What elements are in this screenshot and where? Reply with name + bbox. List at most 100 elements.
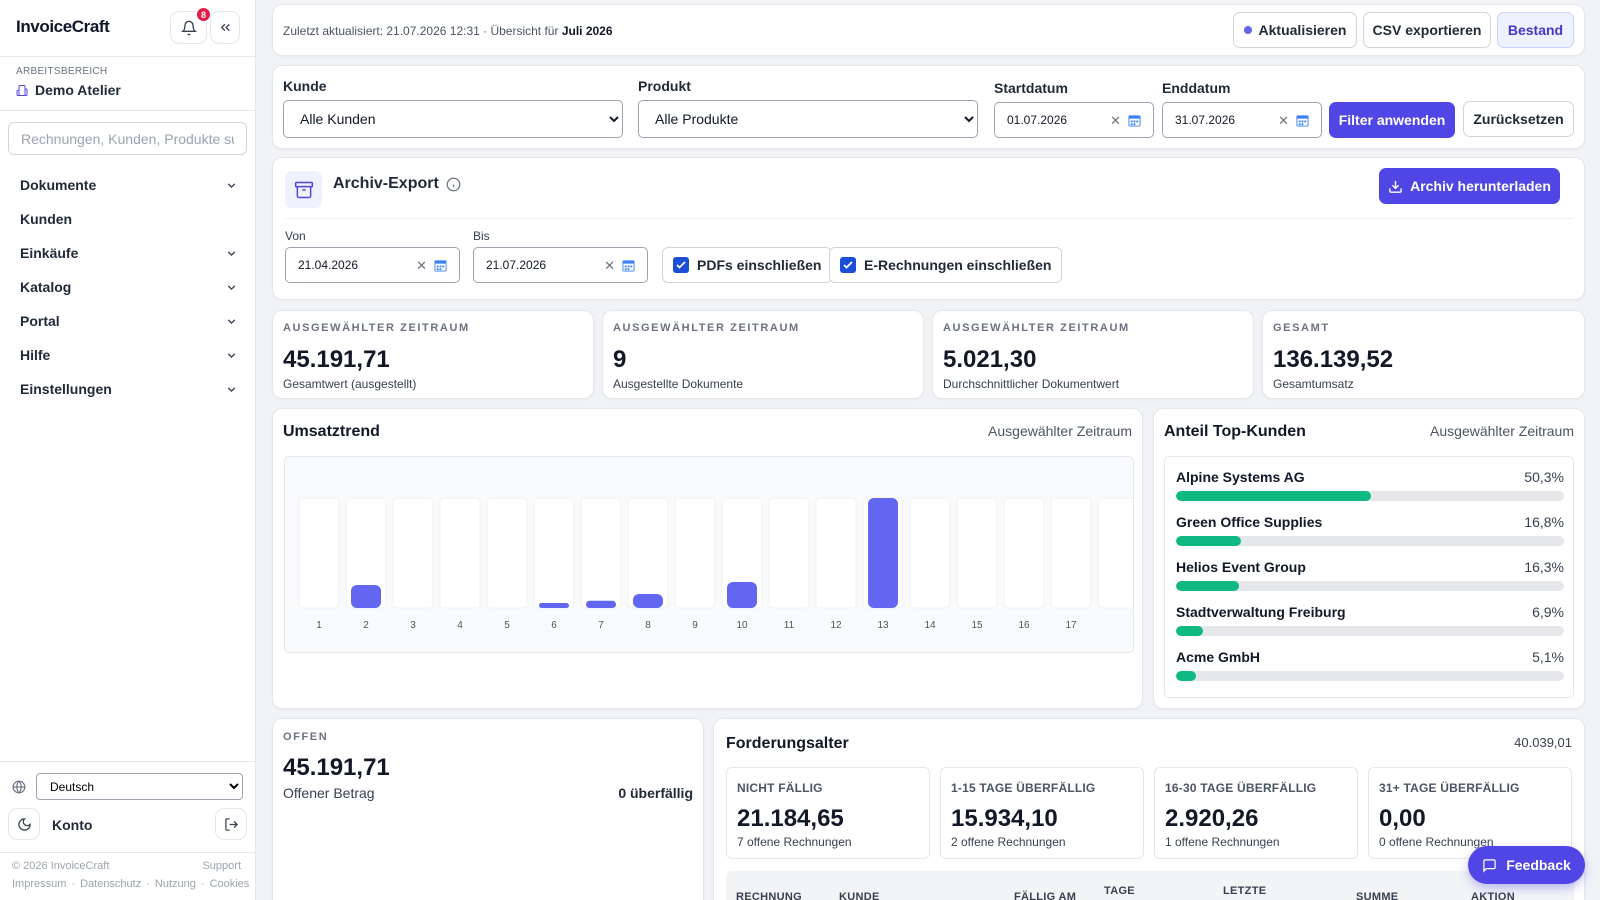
kpi-card-issued-docs: AUSGEWÄHLTER ZEITRAUM 9 Ausgestellte Dok…: [602, 310, 924, 399]
nav-item-einstellungen[interactable]: Einstellungen: [20, 372, 238, 406]
archive-from-date-input[interactable]: 21.04.2026 ✕: [285, 247, 460, 283]
clear-icon[interactable]: ✕: [604, 258, 615, 273]
x-tick-label: 13: [877, 620, 889, 631]
aging-tile-1-15: 1-15 TAGE ÜBERFÄLLIG 15.934,10 2 offene …: [940, 767, 1144, 859]
column-header-last[interactable]: LETZTE: [1223, 885, 1267, 897]
nav-item-katalog[interactable]: Katalog: [20, 270, 238, 304]
calendar-icon[interactable]: [1296, 114, 1309, 127]
kpi-card-total-issued: AUSGEWÄHLTER ZEITRAUM 45.191,71 Gesamtwe…: [272, 310, 594, 399]
export-csv-button[interactable]: CSV exportieren: [1363, 12, 1491, 48]
share-bar-track: [1176, 491, 1564, 501]
support-link[interactable]: Support: [202, 860, 241, 872]
calendar-icon[interactable]: [434, 259, 447, 272]
terms-link[interactable]: Nutzung: [154, 878, 196, 890]
calendar-icon[interactable]: [1128, 114, 1141, 127]
aging-tile-label: 31+ TAGE ÜBERFÄLLIG: [1379, 781, 1520, 795]
notifications-button[interactable]: 8: [170, 7, 211, 44]
reset-filters-button[interactable]: Zurücksetzen: [1463, 101, 1574, 137]
aging-tile-label: 16-30 TAGE ÜBERFÄLLIG: [1165, 781, 1317, 795]
nav-item-label: Dokumente: [20, 177, 97, 193]
chevron-down-icon: [227, 250, 236, 256]
open-sub: Offener Betrag: [283, 785, 375, 801]
nav-item-einkaeufe[interactable]: Einkäufe: [20, 236, 238, 270]
include-einvoices-checkbox[interactable]: E-Rechnungen einschließen: [829, 247, 1063, 283]
impressum-link[interactable]: Impressum: [12, 878, 67, 890]
nav-item-hilfe[interactable]: Hilfe: [20, 338, 238, 372]
customer-share-row: Green Office Supplies 16,8%: [1176, 514, 1564, 546]
logout-button[interactable]: [215, 808, 247, 840]
stock-label: Bestand: [1507, 22, 1564, 38]
apply-filters-button[interactable]: Filter anwenden: [1329, 102, 1455, 138]
reset-filters-label: Zurücksetzen: [1473, 111, 1564, 127]
updated-prefix: Zuletzt aktualisiert: 21.07.2026 12:31 ·…: [283, 24, 562, 38]
x-tick-label: 8: [645, 620, 651, 631]
aging-tile-sub: 2 offene Rechnungen: [951, 835, 1066, 849]
clear-icon[interactable]: ✕: [1278, 113, 1289, 128]
clear-icon[interactable]: ✕: [416, 258, 427, 273]
nav-item-dokumente[interactable]: Dokumente: [20, 168, 238, 202]
account-link[interactable]: Konto: [52, 817, 93, 833]
stock-button[interactable]: Bestand: [1497, 12, 1574, 48]
sidebar: InvoiceCraft 8 ARBEITSBEREICH Demo Ateli…: [0, 0, 256, 900]
start-date-input[interactable]: 01.07.2026 ✕: [994, 102, 1154, 138]
cookies-link[interactable]: Cookies: [209, 878, 250, 890]
customer-select[interactable]: Alle Kunden: [283, 100, 623, 138]
include-pdfs-label: PDFs einschließen: [697, 257, 822, 273]
app-logo[interactable]: InvoiceCraft: [16, 17, 110, 36]
end-date-input[interactable]: 31.07.2026 ✕: [1162, 102, 1322, 138]
archive-to-date-input[interactable]: 21.07.2026 ✕: [473, 247, 648, 283]
revenue-bar[interactable]: [868, 498, 898, 608]
revenue-bar[interactable]: [539, 603, 569, 608]
calendar-icon[interactable]: [622, 259, 635, 272]
column-header-invoice[interactable]: RECHNUNG: [736, 891, 802, 900]
bar-slot: [1003, 497, 1045, 609]
bar-slot: [580, 497, 622, 609]
customer-name: Green Office Supplies: [1176, 514, 1323, 530]
column-header-customer[interactable]: KUNDE: [839, 891, 880, 900]
feedback-button[interactable]: Feedback: [1468, 846, 1585, 884]
bar-slot: [1050, 497, 1092, 609]
nav-item-kunden[interactable]: Kunden: [20, 202, 238, 236]
theme-toggle-button[interactable]: [8, 808, 40, 840]
language-select[interactable]: Deutsch: [36, 773, 243, 800]
top-customers-list: Alpine Systems AG 50,3% Green Office Sup…: [1164, 456, 1574, 698]
column-header-days[interactable]: TAGE: [1104, 885, 1135, 897]
product-select[interactable]: Alle Produkte: [638, 100, 978, 138]
column-header-total[interactable]: SUMME: [1356, 891, 1399, 900]
workspace-selector[interactable]: Demo Atelier: [16, 82, 121, 98]
checkbox-checked-icon[interactable]: [840, 257, 856, 273]
x-tick-label: 11: [784, 620, 795, 631]
customer-share-percent: 6,9%: [1532, 604, 1564, 620]
x-tick-label: 2: [363, 620, 369, 631]
global-search-input[interactable]: [8, 122, 247, 155]
info-icon[interactable]: [446, 177, 461, 192]
customer-filter-label: Kunde: [283, 78, 327, 94]
revenue-bar[interactable]: [351, 585, 381, 608]
revenue-bar[interactable]: [586, 600, 616, 608]
nav-item-label: Portal: [20, 313, 60, 329]
x-tick-label: 4: [457, 620, 463, 631]
column-header-due-date[interactable]: FÄLLIG AM: [1014, 891, 1077, 900]
download-archive-button[interactable]: Archiv herunterladen: [1379, 168, 1560, 204]
clear-icon[interactable]: ✕: [1110, 113, 1121, 128]
nav-item-portal[interactable]: Portal: [20, 304, 238, 338]
separator: ·: [146, 878, 150, 890]
bar-slot: [909, 497, 951, 609]
kpi-sub: Gesamtumsatz: [1273, 377, 1354, 391]
refresh-label: Aktualisieren: [1258, 22, 1347, 38]
column-header-action[interactable]: AKTION: [1471, 891, 1515, 900]
nav-item-label: Einstellungen: [20, 381, 112, 397]
collapse-sidebar-button[interactable]: [210, 11, 240, 44]
include-pdfs-checkbox[interactable]: PDFs einschließen: [662, 247, 833, 283]
overdue-count: 0 überfällig: [618, 785, 693, 801]
checkbox-checked-icon[interactable]: [673, 257, 689, 273]
revenue-bar[interactable]: [727, 582, 757, 608]
revenue-bar[interactable]: [633, 594, 663, 608]
x-tick-label: 1: [316, 620, 322, 631]
bar-slot: [768, 497, 810, 609]
download-icon: [1389, 180, 1402, 193]
x-tick-label: 15: [971, 620, 983, 631]
aging-tile-value: 15.934,10: [951, 805, 1058, 832]
privacy-link[interactable]: Datenschutz: [80, 878, 142, 890]
refresh-button[interactable]: Aktualisieren: [1233, 12, 1357, 48]
